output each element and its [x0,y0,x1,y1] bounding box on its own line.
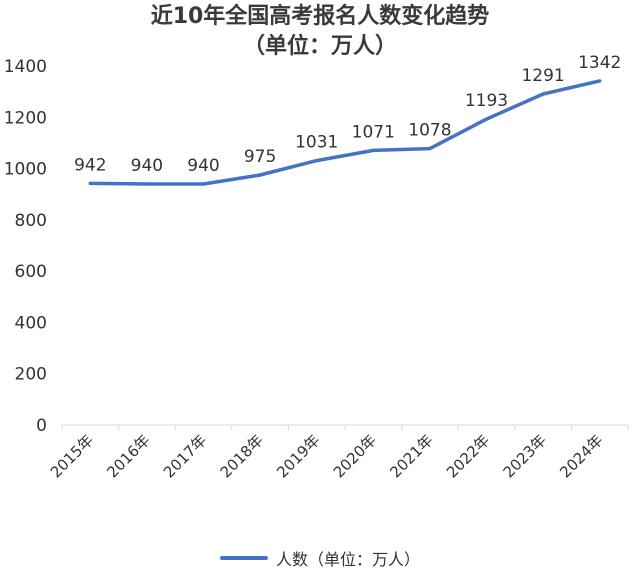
chart-title: 近10年全国高考报名人数变化趋势 [150,4,490,29]
data-label: 1193 [465,91,508,111]
data-label: 940 [187,156,219,176]
x-tick-label: 2017年 [160,431,210,481]
y-tick-label: 400 [15,313,47,333]
data-label: 1078 [408,121,451,141]
data-label: 1291 [521,66,564,86]
x-tick-label: 2024年 [556,431,606,481]
data-label: 940 [131,156,163,176]
y-tick-label: 0 [36,416,47,436]
x-tick-label: 2023年 [500,431,550,481]
y-tick-label: 600 [15,262,47,282]
data-label: 1071 [352,122,395,142]
y-tick-label: 1400 [4,57,47,77]
series-line [88,79,602,186]
x-tick-label: 2020年 [330,431,380,481]
x-tick-label: 2018年 [217,431,267,481]
y-tick-label: 1200 [4,108,47,128]
data-label: 1342 [578,53,621,73]
x-tick-label: 2019年 [273,431,323,481]
legend-swatch [219,556,268,560]
data-label: 975 [244,147,276,167]
chart-subtitle: （单位：万人） [242,34,397,59]
data-label: 1031 [295,133,338,153]
x-tick-label: 2021年 [386,431,436,481]
chart-title-block: 近10年全国高考报名人数变化趋势 （单位：万人） [0,2,640,62]
legend-label: 人数（单位：万人） [275,550,420,569]
x-tick-label: 2015年 [47,431,97,481]
y-tick-label: 800 [15,211,47,231]
data-label: 942 [74,155,106,175]
y-tick-label: 200 [15,365,47,385]
legend: 人数（单位：万人） [0,546,640,570]
x-tick-label: 2016年 [103,431,153,481]
y-tick-label: 1000 [4,160,47,180]
x-tick-label: 2022年 [443,431,493,481]
